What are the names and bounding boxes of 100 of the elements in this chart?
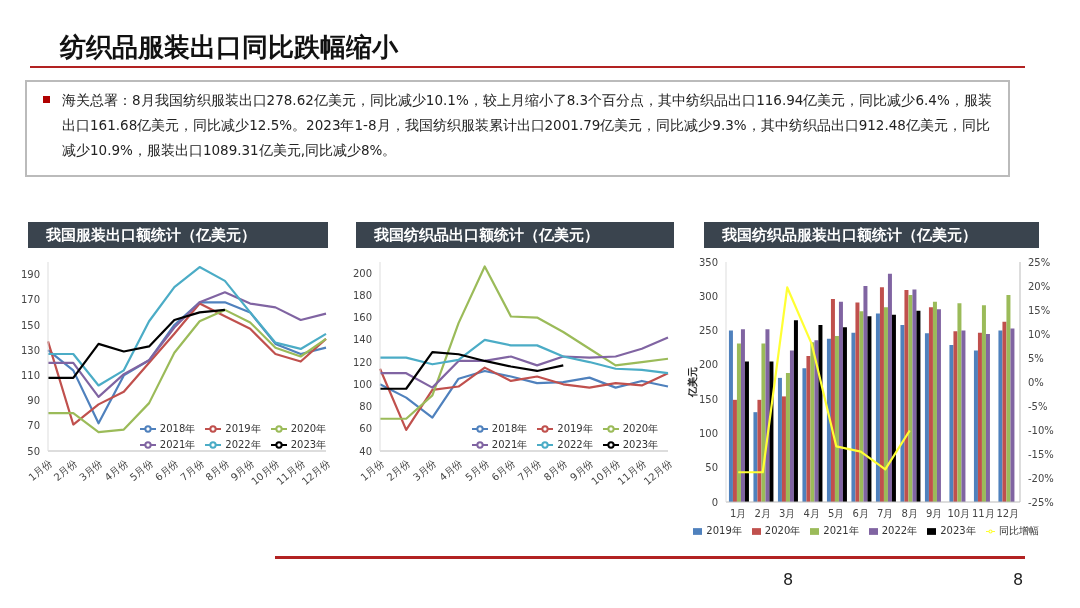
y-tick-label: 130 bbox=[20, 344, 40, 356]
bar bbox=[879, 287, 884, 502]
bar bbox=[1010, 328, 1015, 502]
bar bbox=[936, 309, 941, 502]
x-tick-label: 4月 bbox=[803, 508, 820, 520]
y-tick-label: 200 bbox=[352, 267, 372, 279]
text: 8 bbox=[1013, 570, 1024, 589]
x-tick-label: 7月份 bbox=[515, 457, 543, 483]
bar bbox=[912, 289, 917, 502]
x-tick-label: 9月 bbox=[926, 508, 943, 520]
bar bbox=[781, 396, 786, 502]
x-tick-label: 6月份 bbox=[489, 457, 517, 483]
bar bbox=[793, 320, 798, 502]
x-tick-label: 3月份 bbox=[77, 457, 105, 483]
bar bbox=[814, 340, 819, 502]
bar bbox=[875, 313, 880, 502]
legend-label: 2021年 bbox=[491, 439, 528, 450]
x-tick-label: 5月份 bbox=[127, 457, 155, 483]
bar bbox=[744, 361, 749, 502]
x-tick-label: 1月份 bbox=[358, 457, 386, 483]
line-series bbox=[46, 265, 328, 387]
bar bbox=[765, 329, 770, 502]
y2-tick-label: 0% bbox=[1028, 376, 1044, 388]
bar bbox=[1002, 321, 1007, 502]
legend-label: 同比增幅 bbox=[998, 525, 1039, 536]
y-tick-label: 160 bbox=[352, 312, 372, 324]
legend-label: 2018年 bbox=[491, 423, 528, 434]
bar bbox=[998, 330, 1003, 502]
x-tick-label: 3月份 bbox=[410, 457, 439, 483]
bar bbox=[932, 301, 937, 502]
line-series bbox=[378, 338, 670, 375]
bar bbox=[740, 329, 745, 502]
bar bbox=[732, 399, 737, 502]
y-tick-label: 90 bbox=[27, 395, 40, 407]
x-tick-label: 6月 bbox=[852, 508, 869, 520]
y-tick-label: 120 bbox=[352, 356, 372, 368]
bar bbox=[830, 299, 835, 502]
legend-label: 2020年 bbox=[764, 525, 801, 536]
bar bbox=[802, 368, 807, 502]
bar bbox=[761, 343, 766, 502]
bar bbox=[924, 333, 929, 502]
legend-label: 2023年 bbox=[290, 439, 327, 450]
line-series bbox=[378, 265, 670, 420]
bar bbox=[887, 273, 892, 502]
x-tick-label: 2月份 bbox=[51, 457, 80, 483]
bar bbox=[949, 344, 954, 502]
y-tick-label: 110 bbox=[20, 369, 40, 381]
line-series bbox=[378, 336, 670, 389]
x-tick-label: 10月 bbox=[947, 508, 971, 520]
y-tick-label: 100 bbox=[352, 378, 372, 390]
bar bbox=[883, 307, 888, 502]
bar bbox=[728, 330, 733, 502]
bar bbox=[753, 412, 758, 502]
text: 纺织品服装出口同比跌幅缩小 bbox=[60, 31, 398, 64]
bar bbox=[953, 331, 958, 502]
bar bbox=[916, 310, 921, 502]
bar bbox=[777, 377, 782, 502]
y2-tick-label: 15% bbox=[1028, 304, 1051, 316]
y2-tick-label: -15% bbox=[1028, 448, 1054, 460]
x-tick-label: 2月份 bbox=[384, 457, 413, 483]
x-tick-label: 3月 bbox=[779, 508, 796, 520]
line-series bbox=[378, 350, 565, 390]
bar bbox=[757, 399, 762, 502]
text: 8 bbox=[783, 570, 794, 589]
chart-title: 我国纺织品服装出口额统计（亿美元） bbox=[703, 222, 1039, 248]
y-tick-label: 0 bbox=[711, 496, 718, 508]
x-tick-label: 8月 bbox=[901, 508, 918, 520]
x-tick-label: 1月 bbox=[730, 508, 747, 520]
bar bbox=[810, 342, 815, 502]
legend-label: 2021年 bbox=[159, 439, 196, 450]
y2-tick-label: 20% bbox=[1028, 280, 1051, 292]
y-tick-label: 100 bbox=[698, 427, 718, 439]
x-tick-label: 5月份 bbox=[463, 457, 491, 483]
x-tick-label: 7月份 bbox=[178, 457, 206, 483]
x-tick-label: 11月 bbox=[971, 508, 995, 520]
y2-tick-label: -20% bbox=[1028, 472, 1054, 484]
legend-label: 2022年 bbox=[881, 525, 918, 536]
legend-label: 2020年 bbox=[290, 423, 327, 434]
y2-tick-label: 10% bbox=[1028, 328, 1051, 340]
legend-label: 2018年 bbox=[159, 423, 196, 434]
x-tick-label: 8月份 bbox=[203, 457, 231, 483]
y-tick-label: 140 bbox=[352, 334, 372, 346]
legend-label: 2020年 bbox=[622, 423, 659, 434]
bar bbox=[973, 350, 978, 502]
bar bbox=[977, 332, 982, 502]
y2-tick-label: -25% bbox=[1028, 496, 1054, 508]
y-tick-label: 150 bbox=[20, 319, 40, 331]
bar bbox=[957, 303, 962, 502]
y-tick-label: 350 bbox=[698, 256, 718, 268]
y-tick-label: 180 bbox=[352, 289, 372, 301]
y-tick-label: 40 bbox=[359, 445, 372, 457]
y-tick-label: 70 bbox=[27, 420, 40, 432]
y2-tick-label: 25% bbox=[1028, 256, 1051, 268]
bar bbox=[867, 316, 872, 502]
y-tick-label: 200 bbox=[698, 359, 718, 371]
y-tick-label: 50 bbox=[705, 462, 718, 474]
legend-label: 2022年 bbox=[225, 439, 261, 450]
y-tick-label: 250 bbox=[698, 325, 718, 337]
legend-label: 2019年 bbox=[706, 525, 742, 536]
bar bbox=[1006, 294, 1011, 502]
